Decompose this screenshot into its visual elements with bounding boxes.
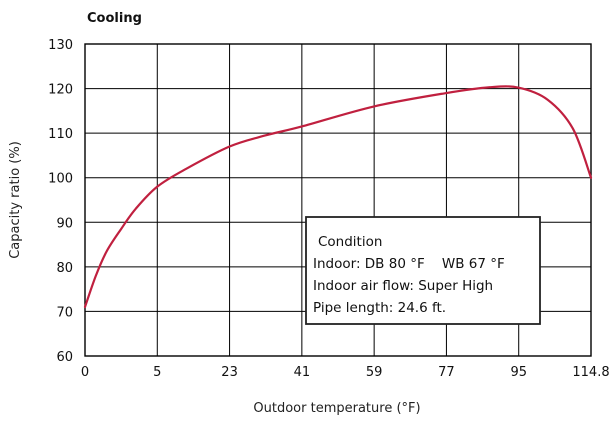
x-tick-label: 95 <box>510 365 527 380</box>
y-tick-label: 60 <box>56 350 73 365</box>
y-tick-label: 130 <box>48 38 73 53</box>
x-tick-label: 114.8 <box>572 365 609 380</box>
x-tick-label: 59 <box>366 365 383 380</box>
x-tick-label: 77 <box>438 365 455 380</box>
x-tick-label: 5 <box>153 365 161 380</box>
condition-line-3: Indoor air flow: Super High <box>313 278 493 294</box>
series-layer <box>83 85 593 309</box>
y-tick-label: 110 <box>48 127 73 142</box>
x-tick-label: 41 <box>294 365 311 380</box>
plot-frame <box>84 43 592 357</box>
capacity-ratio-line <box>83 85 593 309</box>
condition-box-frame <box>305 216 541 325</box>
condition-box: Condition Indoor: DB 80 °F WB 67 °F Indo… <box>305 216 541 325</box>
condition-line-2: Indoor: DB 80 °F WB 67 °F <box>313 256 505 272</box>
condition-line-1: Condition <box>318 234 382 250</box>
y-axis-label: Capacity ratio (%) <box>8 141 23 259</box>
x-tick-label: 23 <box>221 365 238 380</box>
condition-line-4: Pipe length: 24.6 ft. <box>313 300 446 316</box>
grid <box>84 43 592 357</box>
y-tick-label: 70 <box>56 305 73 320</box>
x-axis-label: Outdoor temperature (°F) <box>253 401 420 416</box>
y-tick-label: 120 <box>48 83 73 98</box>
y-tick-label: 100 <box>48 172 73 187</box>
y-tick-label: 90 <box>56 216 73 231</box>
chart-title: Cooling <box>87 11 142 26</box>
axis-ticks: 0 5 23 41 59 77 95 114.8 60 70 80 90 100 110 120 130 <box>48 38 609 380</box>
y-tick-label: 80 <box>56 261 73 276</box>
x-tick-label: 0 <box>81 365 89 380</box>
